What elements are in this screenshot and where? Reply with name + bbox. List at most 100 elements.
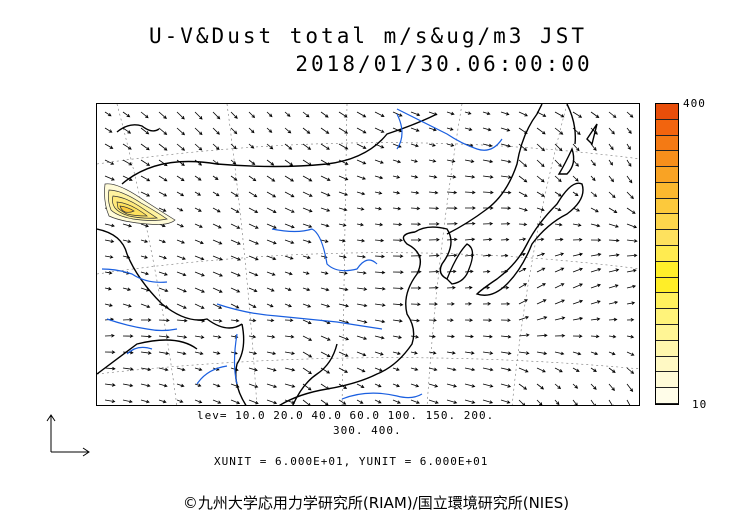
wind-arrow [554, 267, 565, 273]
wind-arrow [374, 383, 382, 388]
wind-arrow [248, 303, 257, 308]
wind-arrow [464, 302, 473, 306]
wind-arrow [500, 351, 512, 355]
wind-arrow [536, 252, 546, 257]
wind-arrow [446, 383, 458, 388]
wind-arrow [482, 367, 494, 372]
wind-arrow [104, 399, 116, 403]
wind-arrow [320, 287, 330, 292]
wind-arrow [158, 335, 170, 339]
wind-arrow [266, 271, 276, 276]
wind-arrow [356, 222, 364, 227]
wind-arrow [302, 191, 313, 197]
wind-arrow [104, 159, 115, 165]
wind-arrow [428, 253, 440, 258]
wind-arrow [590, 300, 601, 305]
wind-arrow [464, 159, 475, 163]
wind-arrow [248, 318, 257, 323]
wind-arrow [554, 207, 562, 212]
wind-arrow [248, 239, 259, 245]
wind-arrow [464, 127, 473, 131]
wind-arrow [518, 268, 527, 273]
wind-arrow [104, 303, 113, 307]
wind-arrow [230, 239, 241, 245]
wind-arrow [536, 351, 548, 356]
wind-arrow [500, 175, 512, 179]
wind-arrow [266, 351, 277, 355]
wind-arrow [266, 143, 274, 150]
wind-arrow [446, 399, 458, 404]
wind-arrow [230, 255, 241, 261]
wind-arrow [536, 399, 543, 405]
wind-arrow [410, 270, 422, 274]
wind-arrow [626, 159, 632, 167]
wind-arrow [356, 143, 367, 149]
wind-arrow [410, 159, 418, 163]
wind-arrow [626, 334, 635, 339]
wind-arrow [428, 367, 438, 372]
wind-arrow [554, 222, 563, 227]
wind-arrow [230, 111, 238, 119]
wind-arrow [392, 399, 401, 404]
wind-arrow [122, 383, 134, 388]
wind-arrow [266, 334, 276, 339]
wind-arrow [212, 175, 219, 180]
wind-arrow [446, 159, 456, 163]
wind-arrow [590, 334, 600, 339]
wind-arrow [158, 399, 167, 404]
wind-arrow [104, 286, 112, 291]
wind-arrow [212, 143, 220, 150]
wind-arrow [302, 319, 312, 325]
wind-arrow [158, 351, 170, 355]
wind-arrow [176, 223, 184, 228]
wind-arrow [212, 335, 222, 339]
wind-arrow [176, 383, 185, 388]
wind-arrow [518, 367, 529, 373]
wind-arrow [626, 301, 636, 305]
wind-arrow [158, 287, 169, 292]
wind-arrow [392, 383, 400, 388]
wind-arrow [446, 143, 455, 147]
wind-arrow [590, 111, 600, 118]
wind-arrow [482, 221, 494, 226]
wind-arrow [518, 283, 528, 289]
wind-arrow [194, 239, 204, 245]
wind-arrow [266, 111, 273, 118]
wind-arrow [212, 318, 223, 323]
wind-arrow [410, 143, 419, 148]
wind-arrow [554, 316, 566, 321]
wind-arrow [284, 175, 295, 182]
wind-arrow [248, 271, 259, 277]
wind-arrow [284, 351, 296, 355]
wind-arrow [392, 335, 403, 339]
wind-arrow [374, 399, 382, 404]
wind-arrow [554, 367, 563, 373]
wind-arrow [446, 221, 458, 226]
wind-arrow [212, 287, 223, 293]
wind-arrow [194, 191, 202, 196]
wind-arrow [212, 255, 223, 261]
wind-arrow [518, 316, 529, 321]
wind-arrow [482, 318, 493, 322]
wind-arrow [374, 222, 384, 227]
wind-arrow [572, 237, 583, 242]
wind-arrow [158, 383, 168, 388]
wind-arrow [248, 207, 259, 213]
unit-info: XUNIT = 6.000E+01, YUNIT = 6.000E+01 [214, 455, 489, 468]
wind-arrow [176, 159, 185, 167]
wind-arrow [464, 237, 476, 242]
dust-color-scale [655, 103, 679, 405]
contour-levels: lev= 10.0 20.0 40.0 60.0 100. 150. 200. [197, 409, 495, 422]
wind-arrow [248, 127, 255, 134]
wind-arrow [212, 223, 222, 229]
scale-swatch [656, 167, 678, 183]
wind-arrow [608, 317, 618, 322]
wind-arrow [284, 318, 294, 323]
wind-arrow [518, 159, 528, 168]
wind-arrow [302, 127, 311, 134]
wind-arrow [338, 255, 347, 259]
wind-dust-map [97, 104, 639, 405]
wind-arrow [230, 175, 238, 181]
wind-arrow [338, 159, 349, 165]
wind-arrow [356, 335, 368, 340]
